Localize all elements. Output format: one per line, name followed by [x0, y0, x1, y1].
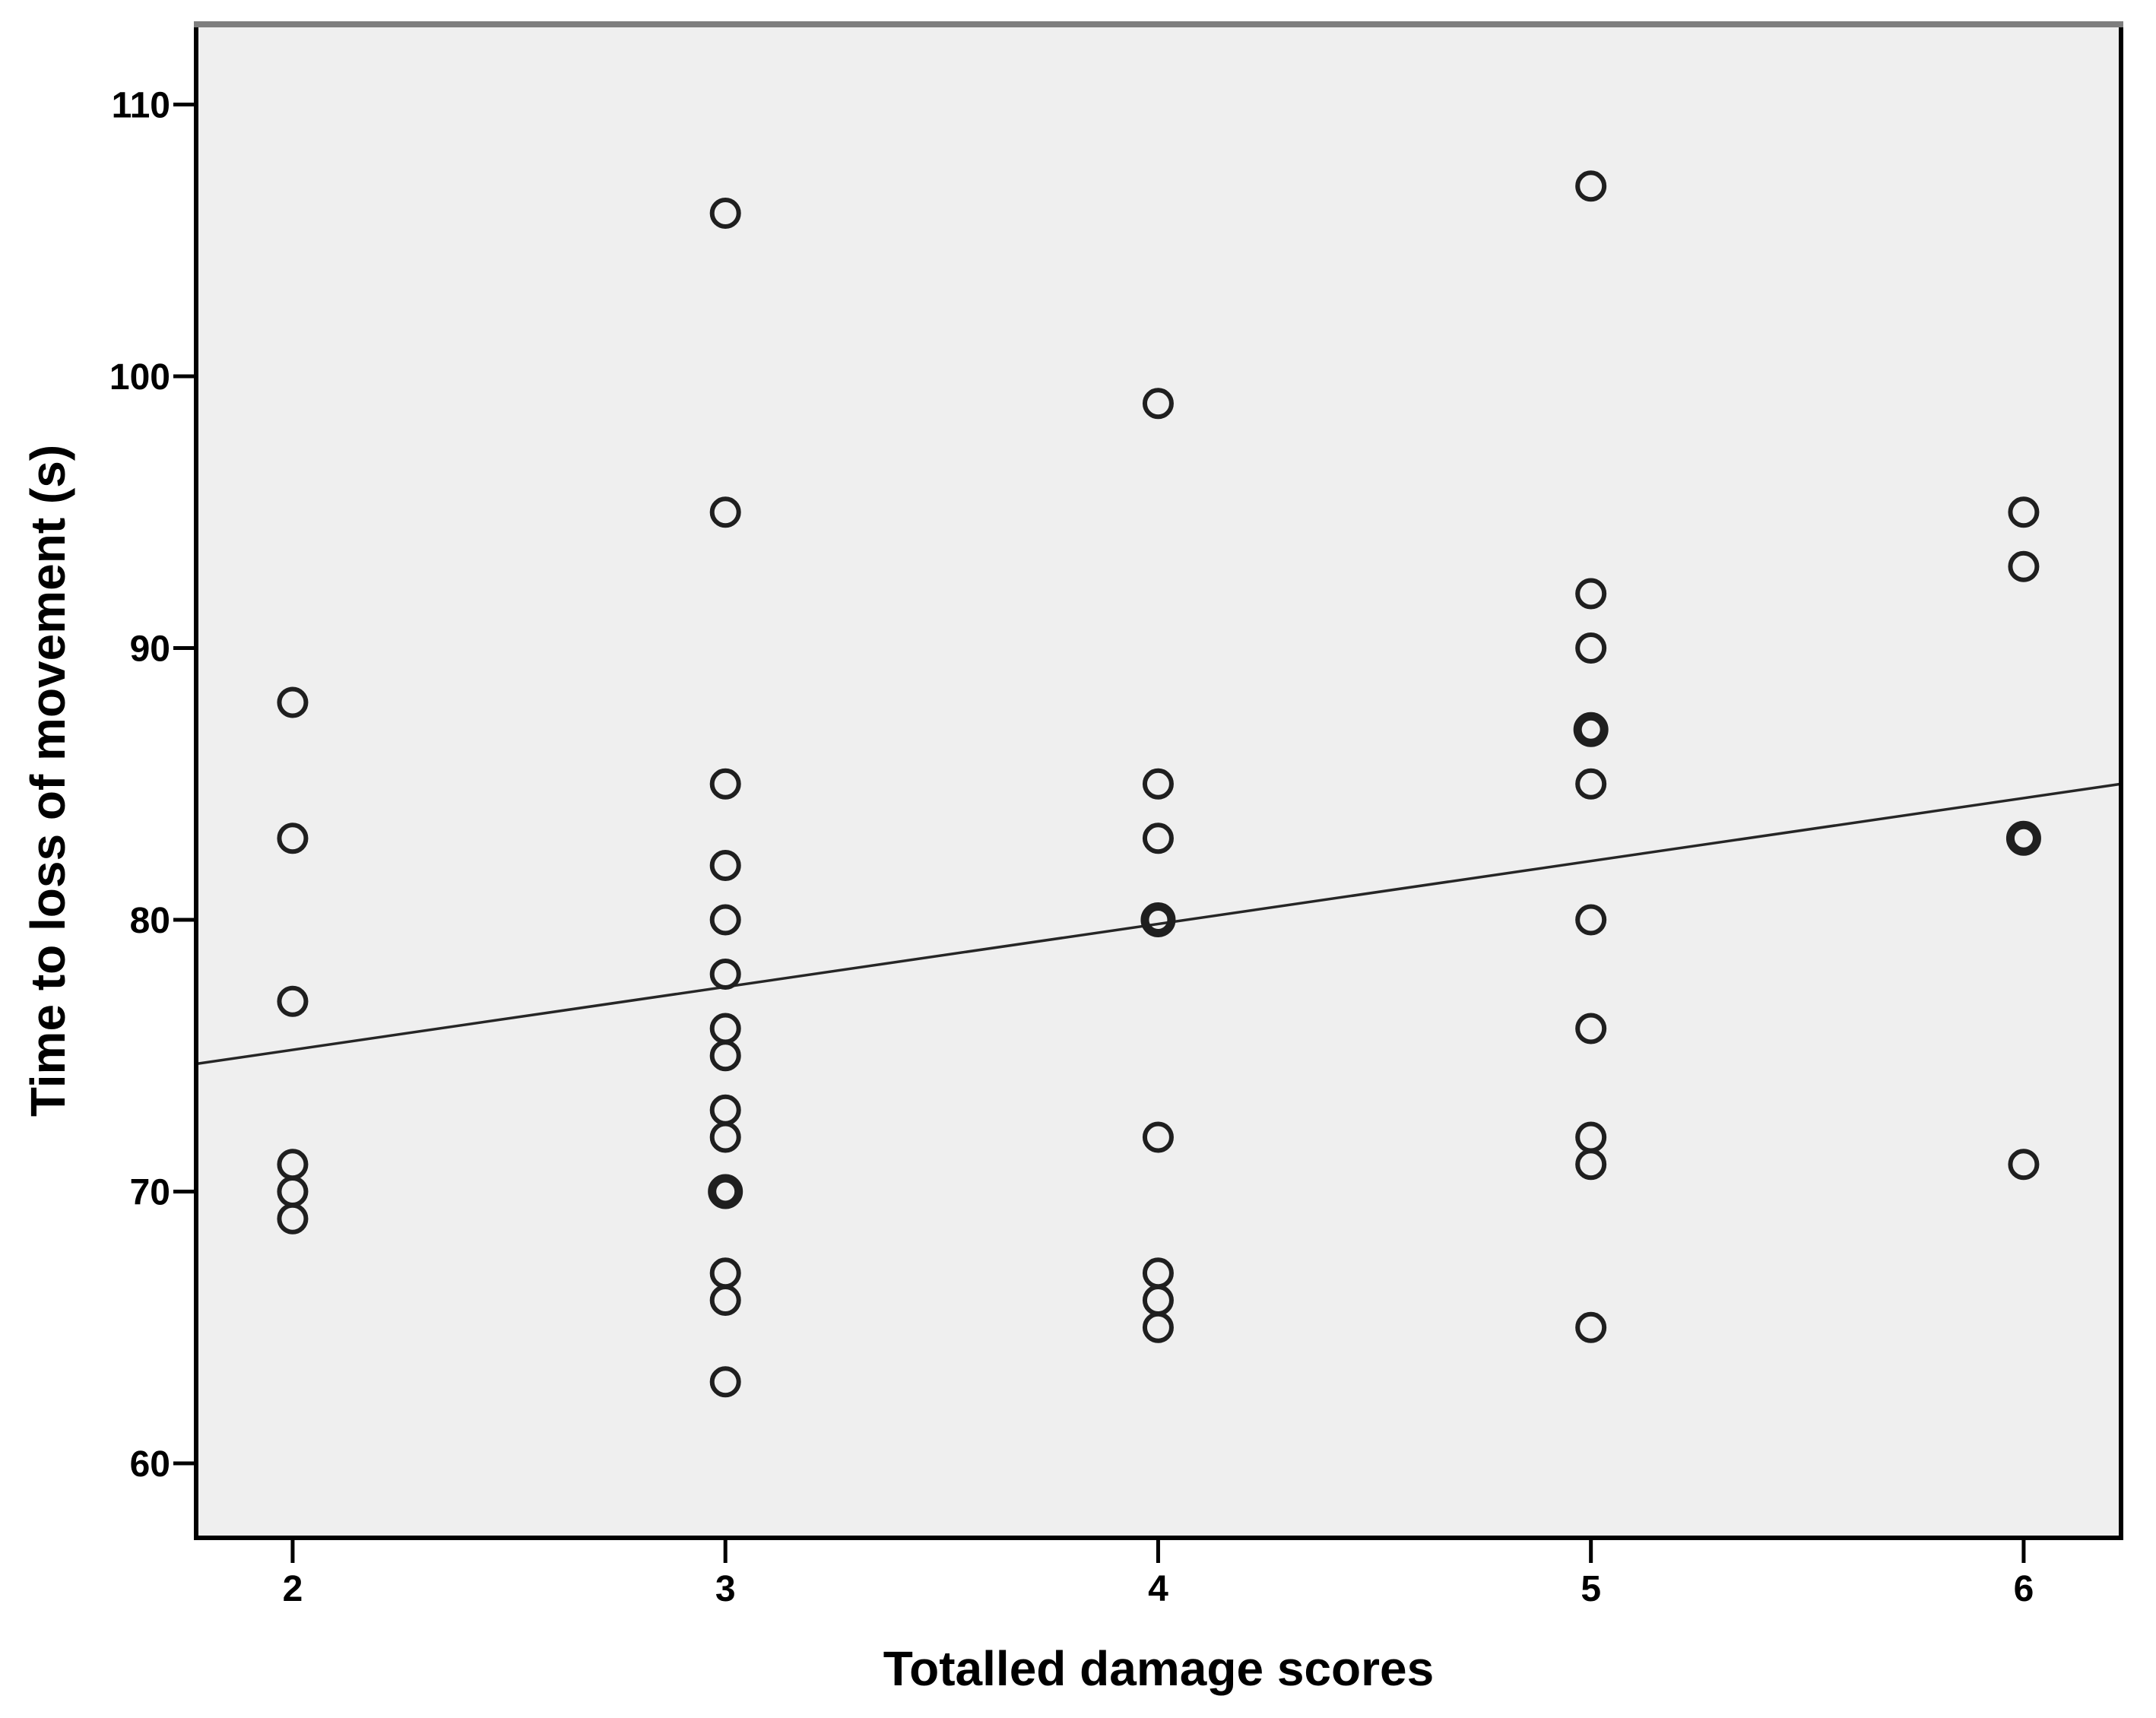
data-point	[1575, 904, 1607, 936]
data-point	[1575, 1013, 1607, 1044]
data-point	[709, 1121, 741, 1153]
data-point	[709, 1040, 741, 1072]
data-point	[277, 985, 309, 1017]
plot-area	[196, 24, 2121, 1538]
data-point	[2008, 496, 2040, 528]
fit-line	[195, 782, 2122, 1066]
data-point	[708, 1174, 744, 1209]
y-axis-title: Time to loss of movement (s)	[21, 445, 75, 1117]
x-tick-label-6: 6	[2014, 1569, 2034, 1609]
data-point	[709, 197, 741, 229]
plot-generated-layer: 60 70 80 90 100 110 2 3 4 5 6	[109, 21, 2123, 1609]
data-point	[277, 686, 309, 718]
data-point	[1575, 1149, 1607, 1181]
data-point	[1142, 388, 1174, 420]
data-point	[2008, 1149, 2040, 1181]
data-point	[277, 823, 309, 854]
data-point	[1575, 632, 1607, 664]
y-tick-label-80: 80	[130, 901, 170, 941]
y-tick-label-60: 60	[130, 1444, 170, 1485]
y-tick-label-100: 100	[109, 357, 170, 398]
data-point	[709, 496, 741, 528]
data-point	[1140, 902, 1176, 938]
data-point	[2005, 820, 2041, 856]
x-axis-title: Totalled damage scores	[883, 1641, 1434, 1696]
data-point	[709, 1285, 741, 1317]
data-point	[1142, 768, 1174, 800]
data-point	[709, 904, 741, 936]
data-point	[277, 1203, 309, 1235]
data-point	[1573, 712, 1609, 747]
data-point	[1575, 170, 1607, 202]
data-point	[1575, 578, 1607, 610]
y-tick-label-70: 70	[130, 1173, 170, 1213]
x-tick-label-5: 5	[1581, 1569, 1601, 1609]
data-point	[1575, 1311, 1607, 1343]
x-tick-label-2: 2	[283, 1569, 303, 1609]
data-point	[1142, 823, 1174, 854]
x-tick-label-4: 4	[1148, 1569, 1168, 1609]
data-point	[1142, 1311, 1174, 1343]
data-point	[709, 850, 741, 882]
data-point	[2008, 550, 2040, 582]
y-tick-label-110: 110	[112, 85, 170, 125]
y-tick-label-90: 90	[130, 629, 170, 669]
data-point	[709, 959, 741, 991]
data-point	[1142, 1121, 1174, 1153]
data-point	[709, 768, 741, 800]
data-point	[709, 1366, 741, 1398]
x-tick-label-3: 3	[715, 1569, 736, 1609]
data-point	[1575, 768, 1607, 800]
